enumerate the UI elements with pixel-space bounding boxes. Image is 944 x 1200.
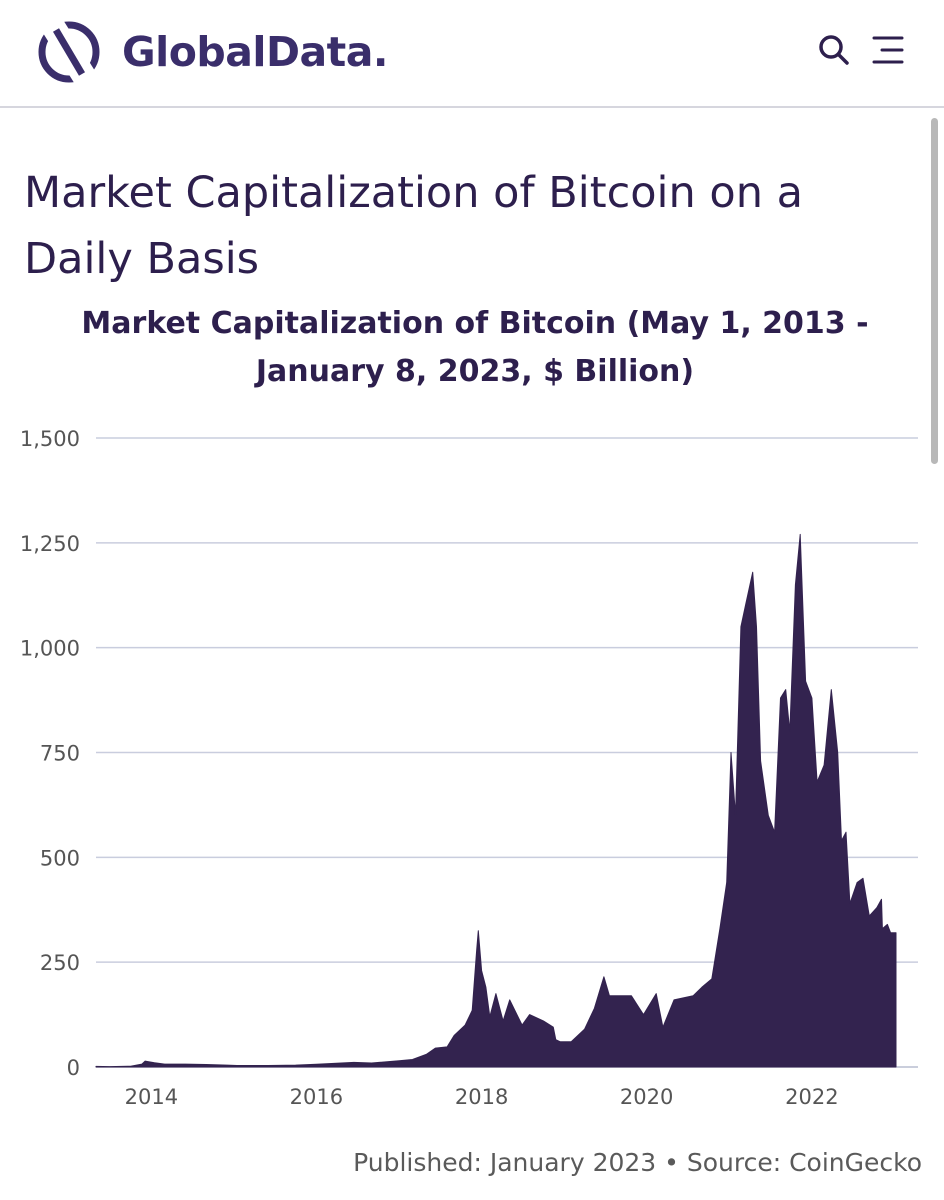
search-button[interactable] [814,30,854,70]
logo-mark-icon [38,18,100,84]
x-tick-label: 2020 [620,1085,673,1109]
y-tick-label: 0 [67,1056,80,1080]
header-actions [814,30,914,70]
x-tick-label: 2014 [125,1085,178,1109]
y-tick-label: 250 [40,951,80,975]
x-tick-label: 2016 [290,1085,343,1109]
page-title: Market Capitalization of Bitcoin on a Da… [24,168,803,284]
menu-button[interactable] [868,30,908,70]
logo-text: GlobalData. [122,28,389,76]
y-tick-label: 1,000 [20,637,80,661]
y-tick-label: 1,250 [20,532,80,556]
globaldata-logo[interactable]: GlobalData. [36,18,476,84]
site-header: GlobalData. [0,0,944,108]
market-cap-area [95,533,897,1068]
x-tick-label: 2022 [785,1085,838,1109]
y-tick-label: 750 [40,742,80,766]
page-scrollbar[interactable] [931,118,938,464]
source-note: Published: January 2023 • Source: CoinGe… [353,1148,922,1177]
x-tick-label: 2018 [455,1085,508,1109]
y-tick-label: 1,500 [20,427,80,451]
market-cap-chart: 0 250 500 750 1,000 1,250 1,500 2014 2016 2018 202… [20,427,918,1109]
hamburger-menu-icon [872,36,904,64]
y-tick-label: 500 [40,846,80,870]
chart-title: Market Capitalization of Bitcoin (May 1,… [81,306,869,389]
search-icon [819,35,849,65]
